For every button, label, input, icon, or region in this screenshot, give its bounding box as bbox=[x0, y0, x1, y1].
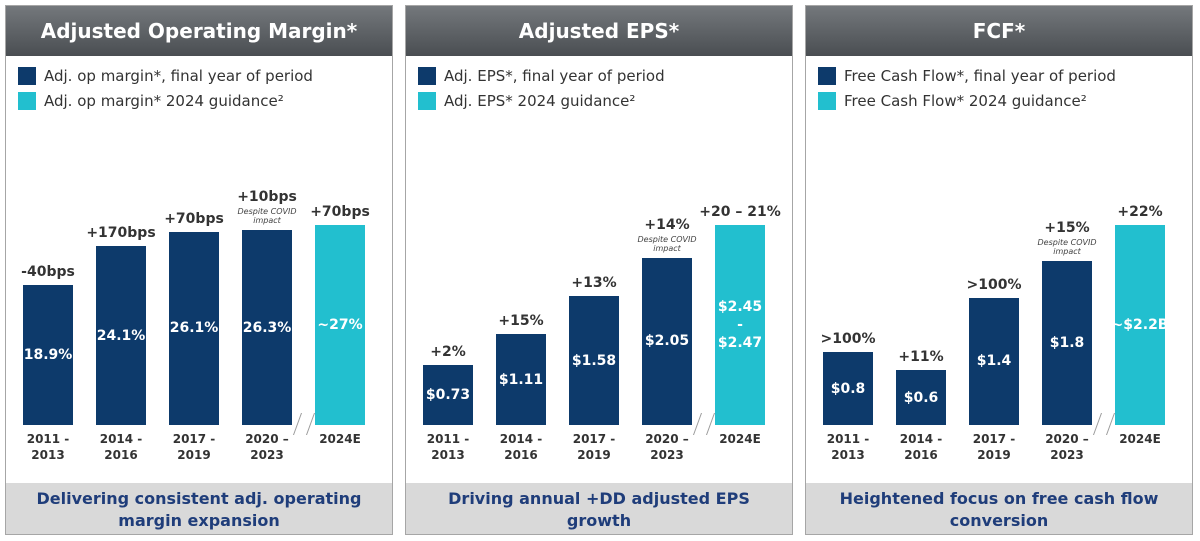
x-tick-label: 2011 - 2013 bbox=[826, 432, 870, 462]
bar bbox=[496, 334, 546, 425]
growth-label: +15% bbox=[498, 313, 544, 330]
growth-label: -40bps bbox=[21, 264, 75, 280]
bar bbox=[569, 296, 619, 425]
growth-note: Despite COVID impact bbox=[1037, 238, 1097, 257]
growth-label: +70bps bbox=[310, 204, 370, 220]
value-label: $0.8 bbox=[830, 380, 866, 397]
bar bbox=[169, 231, 219, 425]
bar bbox=[1115, 225, 1165, 425]
legend-label: Adj. EPS* 2024 guidance² bbox=[444, 92, 636, 110]
value-label: $0.6 bbox=[903, 389, 939, 406]
legend-label: Adj. op margin*, final year of period bbox=[44, 67, 313, 85]
x-tick-label: 2020 – 2023 bbox=[245, 432, 289, 462]
footer: Delivering consistent adj. operating mar… bbox=[6, 483, 392, 534]
growth-label: +170bps bbox=[86, 225, 156, 242]
value-label: $1.8 bbox=[1049, 335, 1085, 352]
growth-label: >100% bbox=[820, 331, 876, 348]
panel: Adjusted Operating Margin* Adj. op margin… bbox=[5, 5, 393, 535]
growth-label: +22% bbox=[1117, 204, 1163, 220]
value-label: $2.45 - $2.47 bbox=[717, 299, 763, 351]
value-label: 26.3% bbox=[242, 319, 292, 336]
bar bbox=[315, 225, 365, 425]
x-tick-label: 2014 - 2016 bbox=[499, 432, 543, 462]
legend-swatch bbox=[818, 92, 836, 110]
x-tick-label: 2014 - 2016 bbox=[899, 432, 943, 462]
value-label: $1.11 bbox=[498, 371, 544, 388]
legend-swatch bbox=[418, 92, 436, 110]
growth-note: Despite COVID impact bbox=[237, 207, 297, 226]
value-label: 24.1% bbox=[96, 327, 146, 344]
legend-swatch bbox=[418, 67, 436, 85]
x-tick-label: 2017 - 2019 bbox=[172, 432, 216, 462]
value-label: ~$2.2B bbox=[1111, 317, 1169, 333]
x-tick-label: 2020 – 2023 bbox=[1045, 432, 1089, 462]
legend-swatch bbox=[18, 92, 36, 110]
bar bbox=[896, 370, 946, 425]
footer: Heightened focus on free cash flow conve… bbox=[806, 483, 1192, 534]
panel: Adjusted EPS* Adj. EPS*, final year of pe… bbox=[405, 5, 793, 535]
panel-title: Adjusted Operating Margin* bbox=[6, 6, 392, 56]
panel: FCF* Free Cash Flow*, final year of perio… bbox=[805, 5, 1193, 535]
x-tick-label: 2017 - 2019 bbox=[972, 432, 1016, 462]
x-tick-label: 2017 - 2019 bbox=[572, 432, 616, 462]
x-tick-label: 2011 - 2013 bbox=[26, 432, 70, 462]
bar bbox=[1042, 261, 1092, 425]
value-label: $1.4 bbox=[976, 353, 1012, 370]
growth-label: +20 – 21% bbox=[699, 204, 781, 220]
growth-label: +2% bbox=[430, 344, 466, 361]
x-tick-label: 2024E bbox=[719, 432, 761, 446]
bar bbox=[242, 230, 292, 425]
growth-label: +14% bbox=[644, 216, 690, 233]
x-tick-label: 2024E bbox=[1119, 432, 1161, 446]
value-label: 18.9% bbox=[23, 347, 73, 363]
x-tick-label: 2011 - 2013 bbox=[426, 432, 470, 462]
legend-swatch bbox=[18, 67, 36, 85]
x-tick-label: 2014 - 2016 bbox=[99, 432, 143, 462]
growth-label: >100% bbox=[966, 276, 1022, 293]
growth-label: +70bps bbox=[164, 210, 224, 227]
growth-label: +11% bbox=[898, 349, 944, 366]
footer: Driving annual +DD adjusted EPS growth bbox=[406, 483, 792, 534]
legend-label: Adj. EPS*, final year of period bbox=[444, 67, 665, 85]
legend-label: Free Cash Flow* 2024 guidance² bbox=[844, 92, 1087, 110]
x-tick-label: 2024E bbox=[319, 432, 361, 446]
legend-label: Free Cash Flow*, final year of period bbox=[844, 67, 1116, 85]
bar bbox=[823, 352, 873, 425]
value-label: ~27% bbox=[317, 317, 363, 333]
value-label: $0.73 bbox=[425, 387, 471, 404]
growth-label: +15% bbox=[1044, 220, 1090, 237]
growth-label: +13% bbox=[571, 275, 617, 292]
bar bbox=[96, 246, 146, 425]
growth-note: Despite COVID impact bbox=[637, 234, 697, 253]
value-label: $2.05 bbox=[644, 333, 690, 350]
growth-label: +10bps bbox=[237, 189, 297, 206]
panel-title: FCF* bbox=[806, 6, 1192, 56]
legend-swatch bbox=[818, 67, 836, 85]
bar bbox=[969, 297, 1019, 425]
legend-label: Adj. op margin* 2024 guidance² bbox=[44, 92, 284, 110]
bar bbox=[642, 257, 692, 425]
value-label: 26.1% bbox=[169, 320, 219, 337]
x-tick-label: 2020 – 2023 bbox=[645, 432, 689, 462]
value-label: $1.58 bbox=[571, 352, 617, 369]
bar bbox=[715, 225, 765, 425]
bar bbox=[423, 365, 473, 425]
panel-title: Adjusted EPS* bbox=[406, 6, 792, 56]
bar bbox=[23, 285, 73, 425]
